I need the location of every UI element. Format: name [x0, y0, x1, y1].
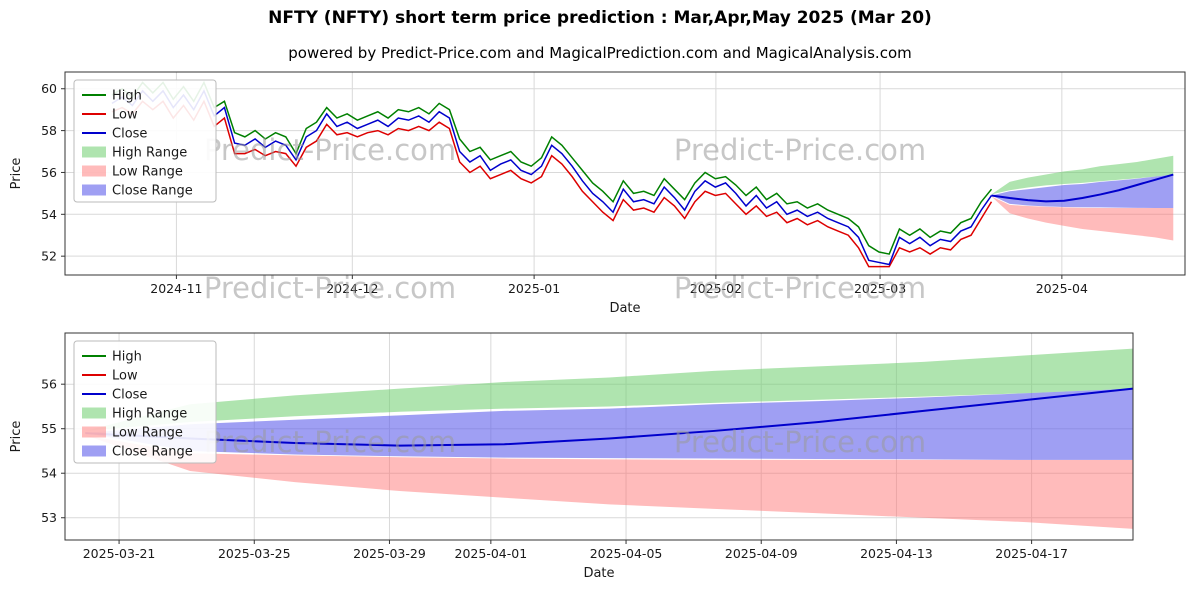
y-tick-label: 54: [41, 207, 57, 222]
low-range-band: [85, 435, 1134, 529]
overview-chart-legend: High Low Close High Range Low Range Close Ran…: [73, 79, 217, 203]
y-tick-label: 53: [41, 510, 57, 525]
watermarks: Predict-Price.com Predict-Price.com Predic…: [204, 133, 926, 459]
y-tick-label: 55: [41, 421, 57, 436]
high-line: [111, 80, 993, 255]
legend-label: High: [112, 350, 142, 365]
x-tick-label: 2025-04-17: [995, 546, 1068, 561]
legend-label: Low Range: [112, 426, 183, 441]
legend-box: [73, 340, 217, 464]
legend-label: Close Range: [112, 184, 193, 199]
x-tick-label: 2025-03-21: [83, 546, 156, 561]
x-tick-label: 2025-02: [690, 281, 742, 296]
close-line: [111, 89, 993, 266]
legend-label: Close Range: [112, 445, 193, 460]
plot-frame: [64, 71, 1186, 276]
legend-label: Close: [112, 127, 147, 142]
x-tick-label: 2025-04-13: [860, 546, 933, 561]
y-tick-label: 52: [41, 249, 57, 264]
x-tick-label: 2025-04-01: [455, 546, 528, 561]
close-range-band: [991, 174, 1174, 209]
legend-label: Close: [112, 388, 147, 403]
close-forecast-line: [991, 173, 1174, 203]
x-tick-label: 2025-04-05: [590, 546, 663, 561]
watermark-text: Predict-Price.com: [674, 133, 926, 167]
legend-swatch-low_range: [82, 165, 106, 177]
legend-swatch-high_range: [82, 407, 106, 419]
x-tick-label: 2025-03: [854, 281, 906, 296]
legend-label: Low: [112, 108, 138, 123]
y-tick-label: 54: [41, 466, 57, 481]
y-tick-label: 56: [41, 377, 57, 392]
legend-swatch-close_range: [82, 445, 106, 457]
chart-title: NFTY (NFTY) short term price prediction …: [268, 8, 932, 28]
x-axis-label: Date: [609, 301, 640, 316]
forecast-detail-chart-legend: High Low Close High Range Low Range Close Ran…: [73, 340, 217, 464]
low-range-band: [991, 196, 1174, 241]
watermark-text: Predict-Price.com: [674, 271, 926, 305]
low-line: [111, 99, 993, 268]
legend-label: High Range: [112, 146, 187, 161]
y-tick-label: 60: [41, 81, 57, 96]
x-tick-label: 2025-03-29: [353, 546, 426, 561]
close-range-band: [85, 388, 1134, 460]
legend-label: Low: [112, 369, 138, 384]
x-tick-label: 2025-01: [508, 281, 560, 296]
legend-label: High: [112, 89, 142, 104]
watermark-text: Predict-Price.com: [674, 425, 926, 459]
y-tick-label: 56: [41, 165, 57, 180]
legend-swatch-high_range: [82, 146, 106, 158]
forecast-detail-chart: 2025-03-21 2025-03-25 2025-03-29 2025-04-01…: [9, 332, 1134, 581]
legend-label: Low Range: [112, 165, 183, 180]
x-tick-label: 2024-12: [326, 281, 378, 296]
overview-chart: 2024-11 2024-12 2025-01 2025-02 2025-03 2025-…: [9, 71, 1186, 316]
x-tick-label: 2024-11: [150, 281, 202, 296]
y-axis-label: Price: [9, 421, 24, 453]
x-tick-label: 2025-04: [1036, 281, 1088, 296]
chart-subtitle: powered by Predict-Price.com and Magical…: [288, 44, 912, 62]
close-forecast-line: [85, 387, 1134, 447]
x-tick-label: 2025-04-09: [725, 546, 798, 561]
watermark-text: Predict-Price.com: [204, 133, 456, 167]
y-axis-label: Price: [9, 158, 24, 190]
legend-swatch-close_range: [82, 184, 106, 196]
y-tick-label: 58: [41, 123, 57, 138]
x-axis-label: Date: [583, 566, 614, 581]
legend-box: [73, 79, 217, 203]
watermark-text: Predict-Price.com: [204, 271, 456, 305]
x-tick-label: 2025-03-25: [218, 546, 291, 561]
legend-label: High Range: [112, 407, 187, 422]
legend-swatch-low_range: [82, 426, 106, 438]
high-range-band: [85, 348, 1134, 431]
high-range-band: [991, 155, 1174, 195]
plot-frame: [64, 332, 1134, 541]
watermark-text: Predict-Price.com: [204, 425, 456, 459]
